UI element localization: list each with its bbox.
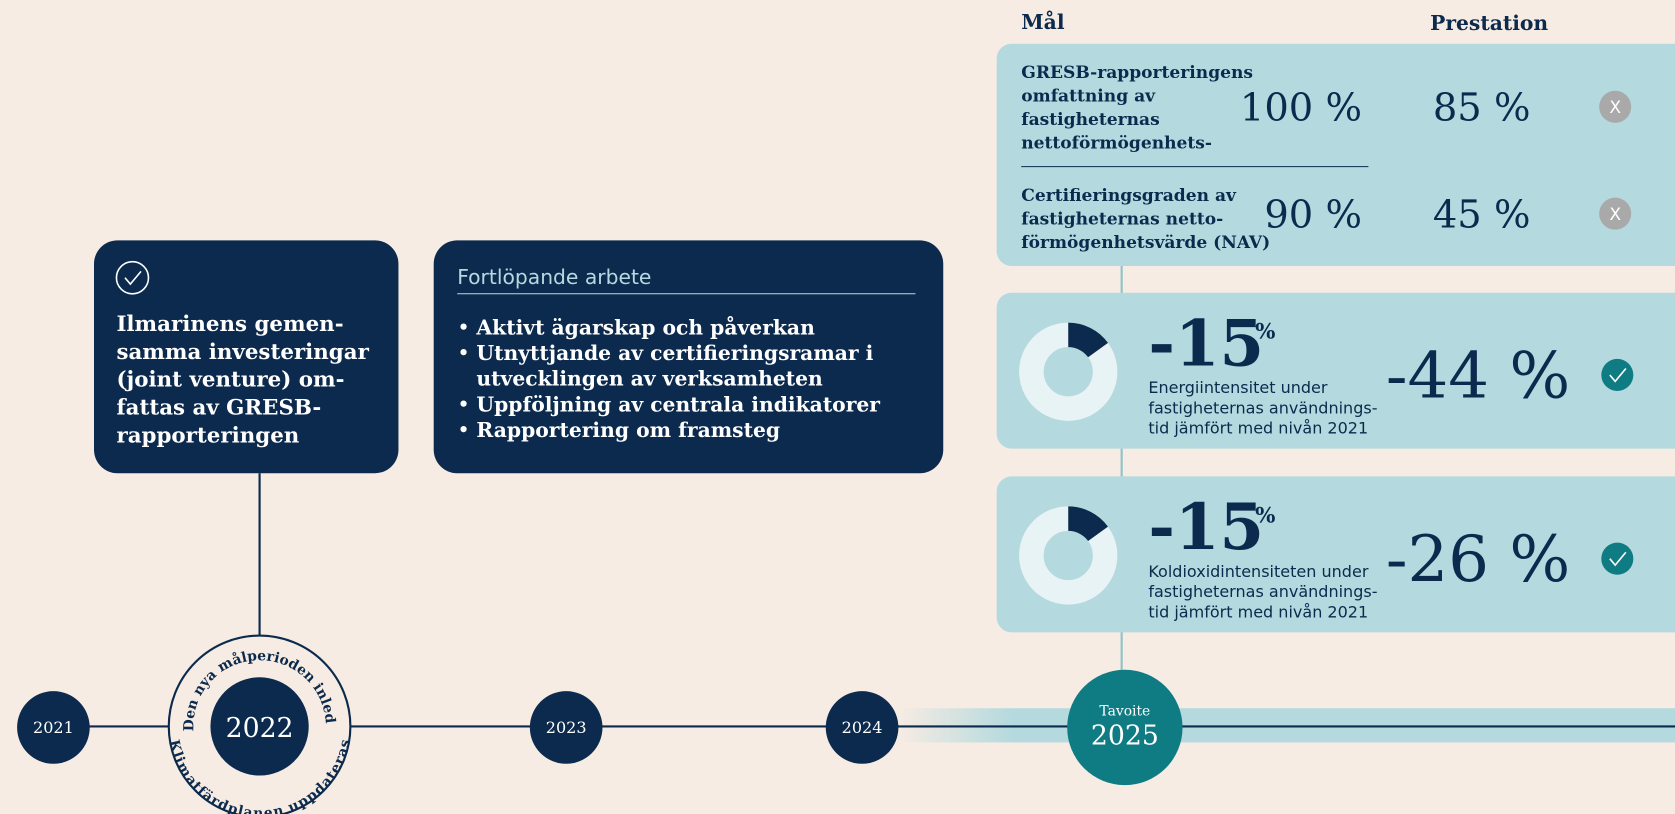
list-item: utvecklingen av verksamheten: [476, 367, 823, 391]
list-item: Aktivt ägarskap och påverkan: [475, 315, 815, 339]
card-2022: [94, 240, 399, 474]
year-label: 2022: [226, 713, 294, 744]
goal-label: Tavoite: [1099, 704, 1150, 720]
milestone-2022: [210, 677, 309, 776]
result-value: -44 %: [1386, 339, 1570, 413]
card-line: samma investeringar: [116, 340, 369, 365]
donut-track: [1019, 506, 1118, 605]
check-icon: [124, 270, 142, 286]
check-icon: [1609, 368, 1627, 383]
bullet: •: [457, 392, 470, 417]
description: fastigheternas användnings-: [1148, 398, 1377, 417]
intensity-panel: [996, 292, 1675, 449]
status-icon: [1599, 90, 1632, 123]
description: fastigheternas användnings-: [1148, 582, 1377, 601]
card-line: fattas av GRESB-: [116, 395, 321, 420]
goal-description: fastigheternas netto-: [1021, 209, 1223, 229]
description: tid jämfört med nivån 2021: [1148, 602, 1368, 621]
list-item: Rapportering om framsteg: [476, 418, 780, 442]
target-value: -15: [1148, 306, 1264, 381]
card-line: (joint venture) om-: [116, 368, 344, 393]
donut-track: [1019, 322, 1118, 421]
target-unit: %: [1255, 320, 1275, 345]
goal-result: 45 %: [1433, 193, 1531, 238]
ongoing-card: [433, 240, 944, 474]
target-unit: %: [1255, 503, 1275, 528]
target-value: -15: [1148, 490, 1264, 565]
goal-description: omfattning av: [1021, 86, 1156, 106]
goal-circle: [1067, 669, 1183, 786]
result-value: -26 %: [1386, 523, 1570, 597]
goal-result: 85 %: [1433, 86, 1531, 131]
list-item: Utnyttjande av certifieringsramar i: [476, 341, 873, 365]
check-icon: [115, 260, 150, 295]
bullet: •: [457, 418, 470, 443]
goal-year: 2025: [1091, 721, 1159, 752]
status-label: X: [1609, 98, 1621, 118]
year-marker: [17, 691, 90, 764]
ongoing-title: Fortlöpande arbete: [457, 265, 651, 289]
header-goal: Mål: [1021, 10, 1065, 34]
status-label: X: [1609, 205, 1621, 225]
year-label: 2021: [33, 718, 74, 737]
goal-description: nettoförmögenhets-: [1021, 133, 1212, 153]
status-icon: [1599, 197, 1632, 230]
list-item: Uppföljning av centrala indikatorer: [476, 392, 880, 416]
goal-description: Certifieringsgraden av: [1021, 186, 1237, 206]
donut-segment: [1068, 506, 1108, 542]
year-marker: [529, 691, 603, 764]
year-marker: [825, 691, 899, 764]
goal-description: fastigheternas: [1021, 110, 1159, 130]
goal-description: förmögenhetsvärde (NAV): [1021, 233, 1270, 253]
check-icon: [1609, 551, 1627, 567]
check-icon: [1601, 358, 1634, 391]
donut-segment: [1068, 322, 1108, 358]
year-label: 2023: [546, 718, 587, 737]
intensity-panel: [996, 476, 1675, 633]
description: tid jämfört med nivån 2021: [1148, 419, 1368, 438]
bullet: •: [457, 341, 470, 366]
bullet: •: [457, 315, 470, 340]
goal-description: GRESB-rapporteringens: [1021, 63, 1253, 83]
goal-target: 100 %: [1240, 86, 1362, 131]
card-line: rapporteringen: [116, 423, 299, 448]
description: Koldioxidintensiteten under: [1148, 562, 1368, 581]
header-performance: Prestation: [1430, 11, 1548, 35]
goal-target: 90 %: [1264, 193, 1362, 238]
check-icon: [1601, 542, 1634, 575]
gresb-panel: [996, 43, 1675, 266]
year-label: 2024: [842, 718, 883, 737]
description: Energiintensitet under: [1148, 378, 1328, 397]
card-line: Ilmarinens gemen-: [116, 312, 343, 337]
